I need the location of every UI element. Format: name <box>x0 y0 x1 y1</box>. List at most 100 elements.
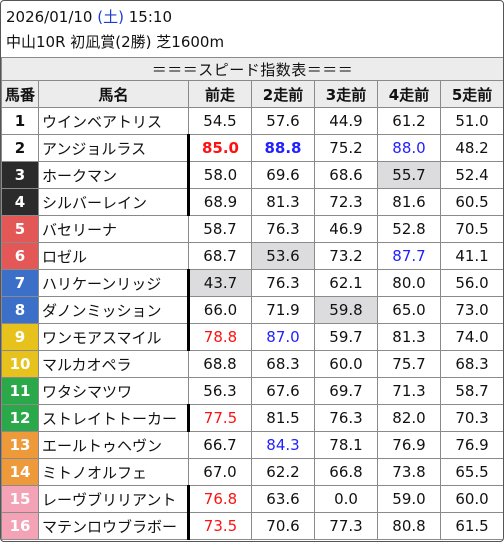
speed-index-5-races-ago: 74.0 <box>439 323 503 351</box>
speed-index-4-races-ago: 76.9 <box>377 431 441 459</box>
horse-number: 8 <box>1 296 39 324</box>
speed-index-5-races-ago: 60.5 <box>439 188 503 216</box>
speed-index-3-races-ago: 69.7 <box>314 377 378 405</box>
speed-index-3-races-ago: 0.0 <box>314 485 378 513</box>
speed-index-3-races-ago: 46.9 <box>314 215 378 243</box>
speed-index-3-races-ago: 75.2 <box>314 134 378 162</box>
horse-number: 13 <box>1 431 39 459</box>
speed-index-4-races-ago: 81.3 <box>377 323 441 351</box>
speed-index-4-races-ago: 73.8 <box>377 458 441 486</box>
speed-index-last-race: 68.7 <box>188 242 252 270</box>
speed-index-last-race: 78.8 <box>188 323 252 351</box>
speed-index-last-race: 77.5 <box>188 404 252 432</box>
race-title: 中山10R 初凪賞(2勝) 芝1600m <box>6 33 225 51</box>
horse-name: ミトノオルフェ <box>38 458 189 486</box>
speed-index-2-races-ago: 63.6 <box>251 485 315 513</box>
speed-index-2-races-ago: 76.3 <box>251 215 315 243</box>
table-row: 10 マルカオペラ 68.8 68.3 60.0 75.7 68.3 <box>1 350 503 378</box>
speed-index-2-races-ago: 71.9 <box>251 296 315 324</box>
table-row: 13 エールトゥヘヴン 66.7 84.3 78.1 76.9 76.9 <box>1 431 503 459</box>
speed-index-2-races-ago: 81.3 <box>251 188 315 216</box>
speed-index-4-races-ago: 75.7 <box>377 350 441 378</box>
table-row: 4 シルバーレイン 68.9 81.3 72.3 81.6 60.5 <box>1 188 503 216</box>
speed-index-3-races-ago: 60.0 <box>314 350 378 378</box>
horse-name: シルバーレイン <box>38 188 190 216</box>
horse-number: 10 <box>1 350 39 378</box>
speed-index-table: ＝＝＝スピード指数表＝＝＝ 馬番 馬名 前走 2走前 3走前 4走前 5走前 1… <box>1 57 503 540</box>
column-header-row: 馬番 馬名 前走 2走前 3走前 4走前 5走前 <box>1 80 503 108</box>
horse-name: アンジョルラス <box>38 134 190 162</box>
speed-index-last-race: 68.9 <box>188 188 252 216</box>
column-header-5-races-ago: 5走前 <box>439 80 503 108</box>
race-time: 15:10 <box>128 8 172 26</box>
horse-number: 7 <box>1 269 39 297</box>
horse-number: 14 <box>1 458 39 486</box>
horse-number: 16 <box>1 512 39 540</box>
speed-index-3-races-ago: 66.8 <box>314 458 378 486</box>
speed-index-2-races-ago: 69.6 <box>251 161 315 189</box>
speed-index-2-races-ago: 57.6 <box>251 107 315 135</box>
speed-index-5-races-ago: 52.4 <box>439 161 503 189</box>
speed-index-last-race: 58.0 <box>188 161 252 189</box>
speed-index-last-race: 85.0 <box>188 134 252 162</box>
speed-index-5-races-ago: 51.0 <box>439 107 503 135</box>
table-row: 9 ワンモアスマイル 78.8 87.0 59.7 81.3 74.0 <box>1 323 503 351</box>
speed-index-3-races-ago: 76.3 <box>314 404 378 432</box>
race-day-of-week: (土) <box>97 8 124 26</box>
table-title-row: ＝＝＝スピード指数表＝＝＝ <box>1 57 503 81</box>
speed-index-4-races-ago: 65.0 <box>377 296 441 324</box>
speed-index-last-race: 67.0 <box>188 458 252 486</box>
speed-index-5-races-ago: 68.3 <box>439 350 503 378</box>
speed-index-3-races-ago: 59.7 <box>314 323 378 351</box>
horse-name: バセリーナ <box>38 215 189 243</box>
speed-index-2-races-ago: 87.0 <box>251 323 315 351</box>
speed-index-3-races-ago: 77.3 <box>314 512 378 540</box>
column-header-4-races-ago: 4走前 <box>377 80 441 108</box>
speed-index-2-races-ago: 62.2 <box>251 458 315 486</box>
speed-index-4-races-ago: 71.3 <box>377 377 441 405</box>
column-header-3-races-ago: 3走前 <box>314 80 378 108</box>
table-title: ＝＝＝スピード指数表＝＝＝ <box>1 57 503 81</box>
table-row: 7 ハリケーンリッジ 43.7 76.3 62.1 80.0 56.0 <box>1 269 503 297</box>
speed-index-last-race: 58.7 <box>188 215 252 243</box>
speed-index-3-races-ago: 72.3 <box>314 188 378 216</box>
speed-index-4-races-ago: 59.0 <box>377 485 441 513</box>
horse-number: 11 <box>1 377 39 405</box>
horse-name: ワンモアスマイル <box>38 323 190 351</box>
race-datetime: 2026/01/10 (土) 15:10 <box>6 6 172 28</box>
speed-index-5-races-ago: 41.1 <box>439 242 503 270</box>
horse-name: ウインベアトリス <box>38 107 189 135</box>
speed-index-5-races-ago: 70.5 <box>439 215 503 243</box>
horse-number: 5 <box>1 215 39 243</box>
speed-index-last-race: 73.5 <box>188 512 252 540</box>
speed-index-3-races-ago: 68.6 <box>314 161 378 189</box>
speed-index-last-race: 66.7 <box>188 431 252 459</box>
column-header-2-races-ago: 2走前 <box>251 80 315 108</box>
horse-name: マテンロウブラボー <box>38 512 190 540</box>
speed-index-last-race: 54.5 <box>188 107 252 135</box>
horse-number: 2 <box>1 134 39 162</box>
column-header-horse-name: 馬名 <box>38 80 189 108</box>
speed-index-2-races-ago: 70.6 <box>251 512 315 540</box>
speed-index-2-races-ago: 81.5 <box>251 404 315 432</box>
table-row: 11 ワタシマツワ 56.3 67.6 69.7 71.3 58.7 <box>1 377 503 405</box>
speed-index-5-races-ago: 70.3 <box>439 404 503 432</box>
horse-number: 9 <box>1 323 39 351</box>
horse-number: 6 <box>1 242 39 270</box>
horse-name: ハリケーンリッジ <box>38 269 190 297</box>
table-row: 6 ロゼル 68.7 53.6 73.2 87.7 41.1 <box>1 242 503 270</box>
column-header-number: 馬番 <box>1 80 39 108</box>
speed-index-5-races-ago: 73.0 <box>439 296 503 324</box>
speed-index-5-races-ago: 58.7 <box>439 377 503 405</box>
table-row: 14 ミトノオルフェ 67.0 62.2 66.8 73.8 65.5 <box>1 458 503 486</box>
horse-name: エールトゥヘヴン <box>38 431 189 459</box>
horse-name: ダノンミッション <box>38 296 190 324</box>
speed-index-last-race: 66.0 <box>188 296 252 324</box>
horse-name: ホークマン <box>38 161 190 189</box>
speed-index-3-races-ago: 78.1 <box>314 431 378 459</box>
speed-index-4-races-ago: 82.0 <box>377 404 441 432</box>
race-date: 2026/01/10 <box>6 8 93 26</box>
speed-index-last-race: 68.8 <box>188 350 252 378</box>
table-row: 8 ダノンミッション 66.0 71.9 59.8 65.0 73.0 <box>1 296 503 324</box>
